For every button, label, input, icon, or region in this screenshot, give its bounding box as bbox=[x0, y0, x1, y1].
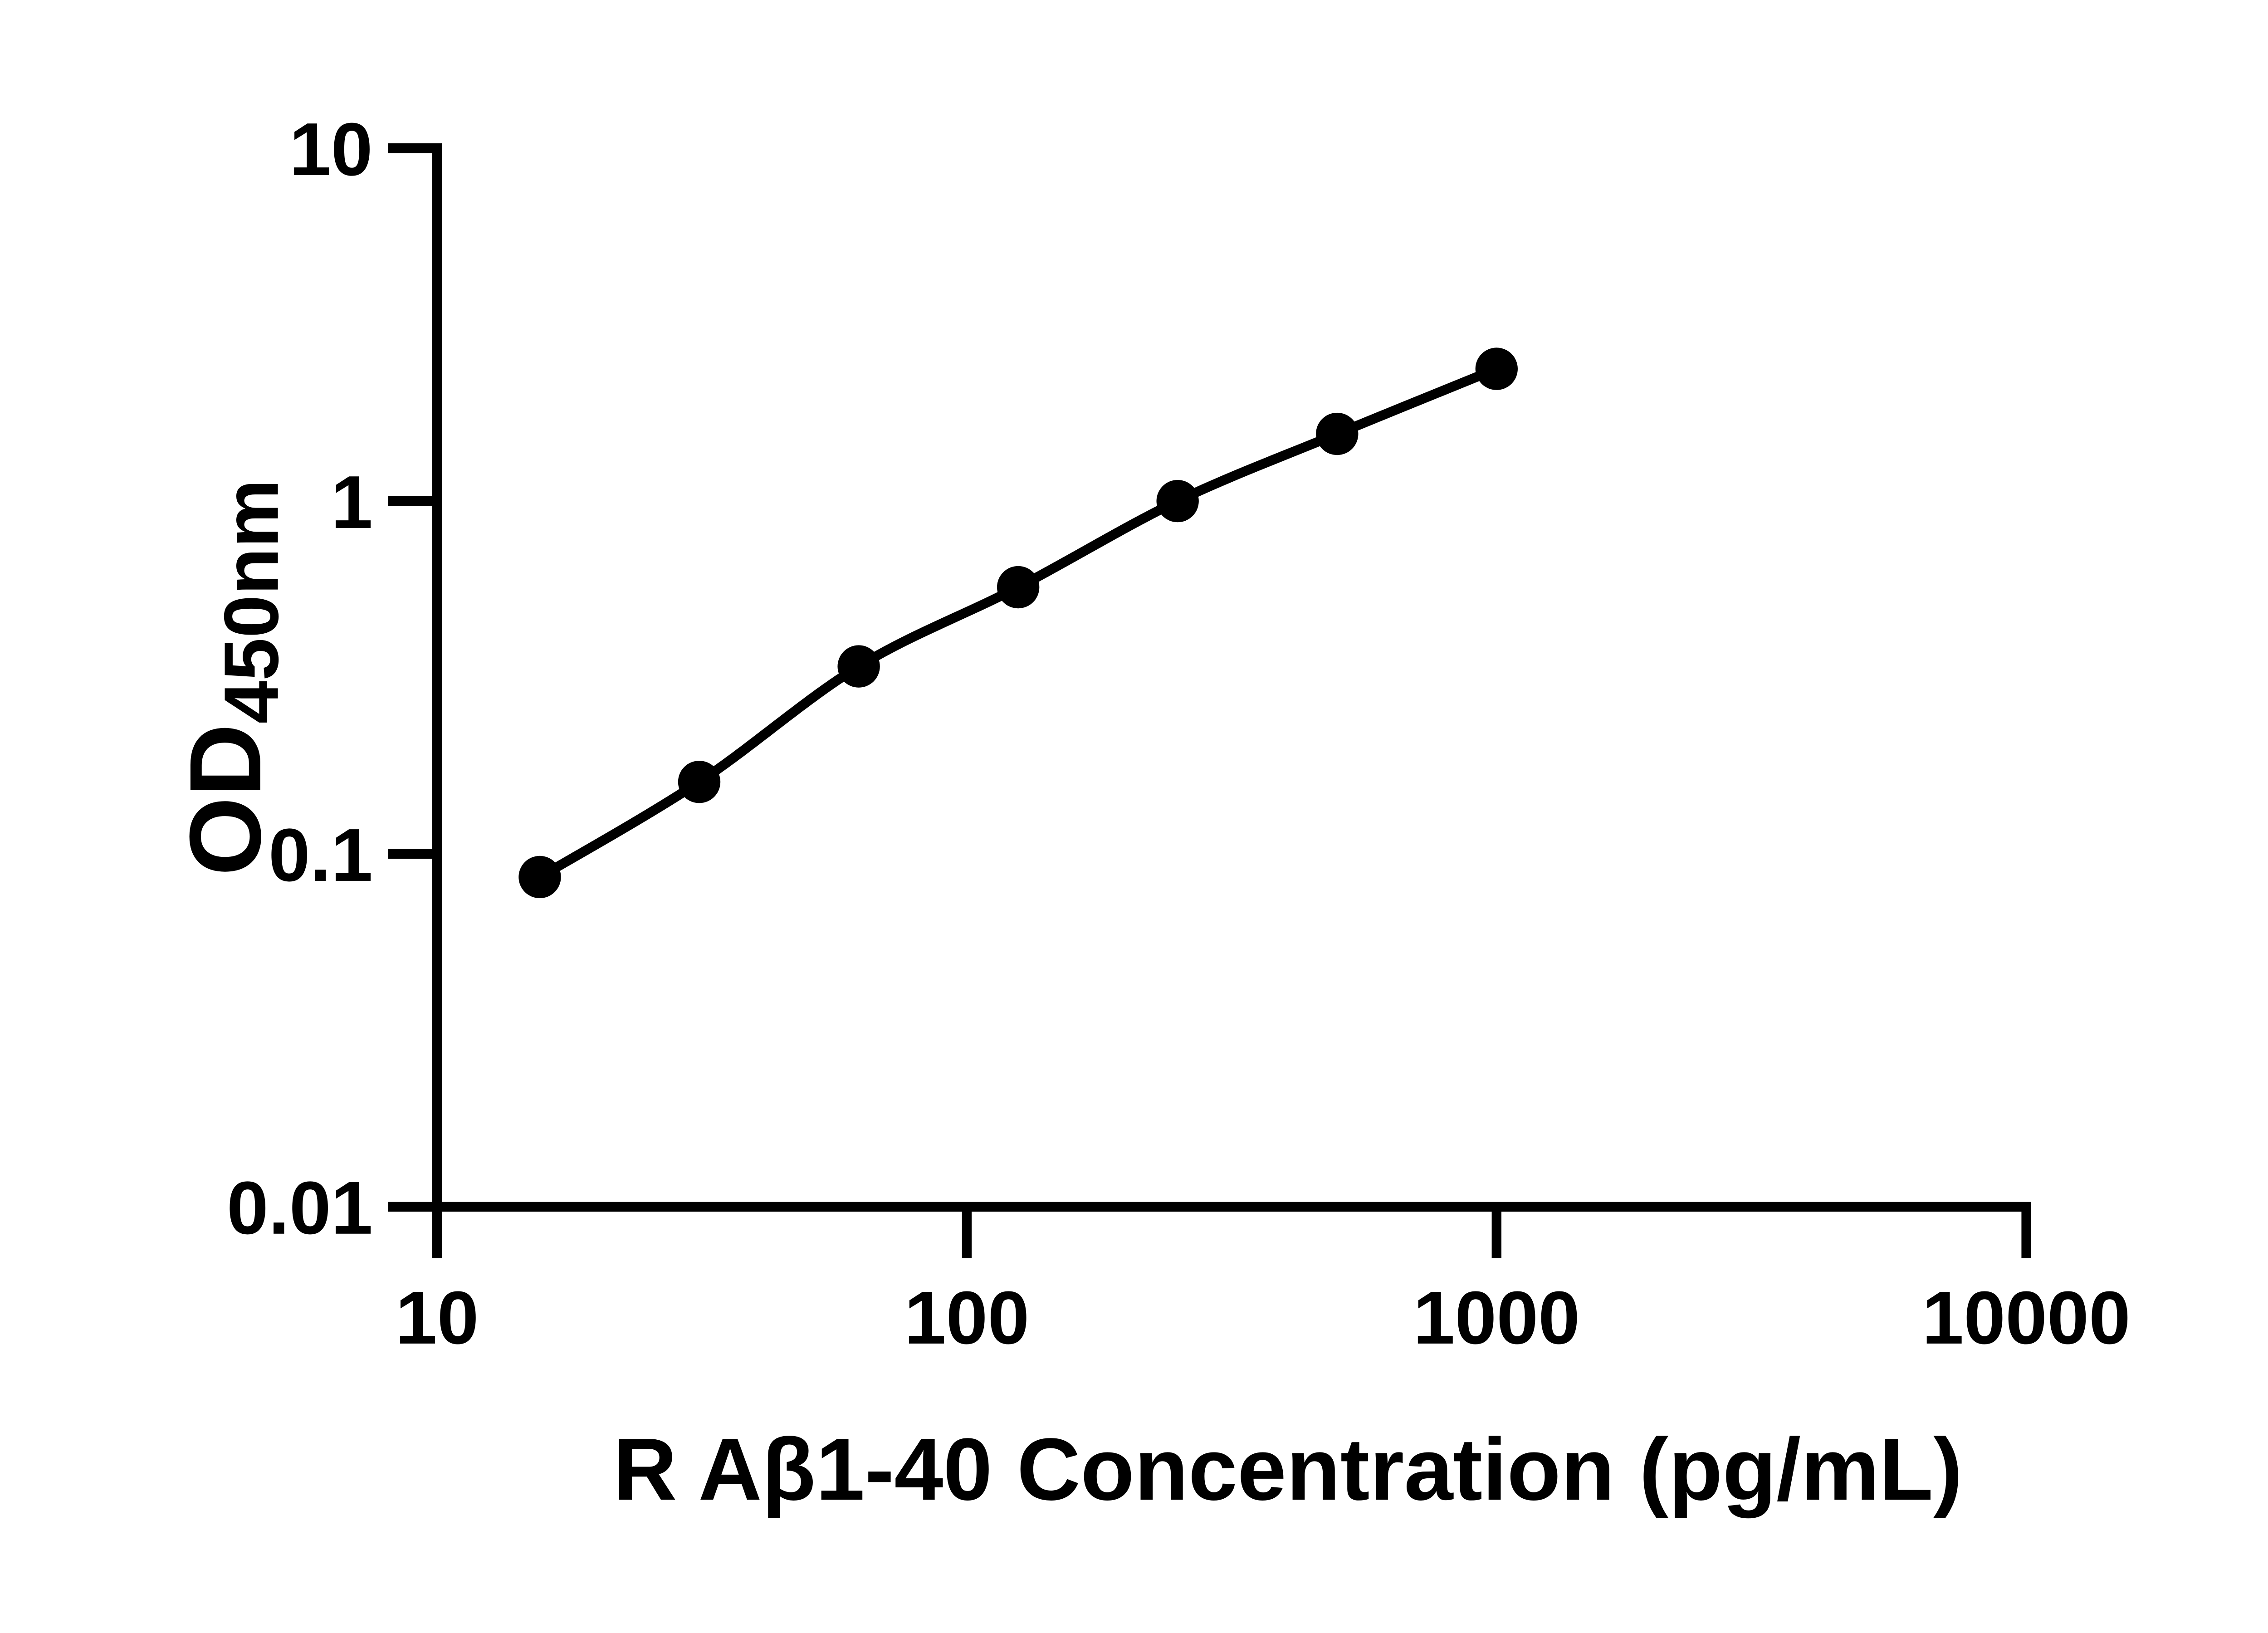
x-axis-title: R Aβ1-40 Concentration (pg/mL) bbox=[613, 1420, 1963, 1519]
x-tick-label: 100 bbox=[904, 1276, 1030, 1360]
y-tick-label: 1 bbox=[331, 460, 373, 544]
data-point bbox=[997, 566, 1040, 609]
x-tick-label: 10 bbox=[396, 1276, 479, 1360]
y-tick-label: 0.1 bbox=[269, 813, 373, 897]
y-tick-label: 10 bbox=[289, 108, 373, 191]
x-tick-label: 10000 bbox=[1922, 1276, 2131, 1360]
y-axis-title-subscript: 450nm bbox=[209, 479, 295, 724]
x-tick-label: 1000 bbox=[1413, 1276, 1580, 1360]
data-point bbox=[1156, 479, 1199, 523]
data-point bbox=[678, 761, 721, 803]
elisa-standard-curve-chart: 10 1 0.1 0.01 10 100 1000 10000 R Aβ1-40 Concent… bbox=[0, 0, 2268, 1588]
y-tick-label: 0.01 bbox=[227, 1166, 373, 1250]
plot-background bbox=[0, 0, 2268, 1588]
data-point bbox=[837, 645, 880, 688]
y-axis-title: OD450nm bbox=[169, 479, 295, 876]
y-axis-title-main: OD bbox=[169, 724, 282, 875]
plot-svg: 10 1 0.1 0.01 10 100 1000 10000 R Aβ1-40 Concent… bbox=[0, 0, 2268, 1588]
data-point bbox=[1316, 412, 1359, 455]
data-point bbox=[518, 856, 561, 899]
data-point bbox=[1475, 347, 1518, 390]
